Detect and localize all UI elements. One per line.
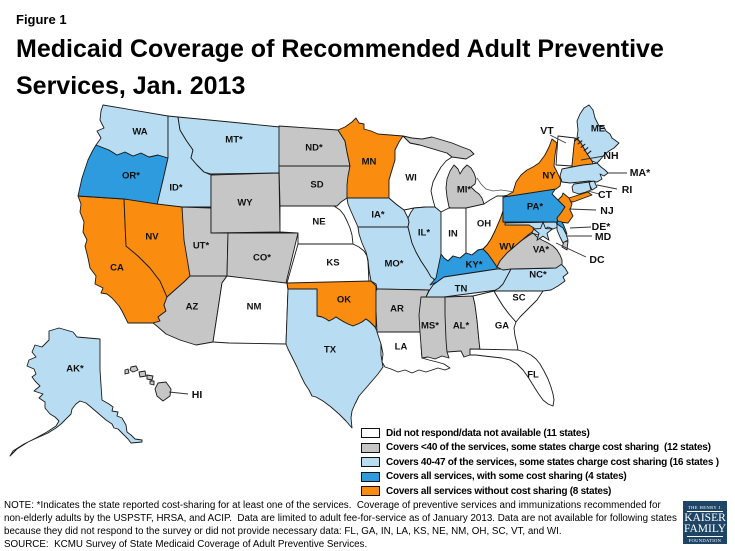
svg-text:NE: NE xyxy=(312,217,325,228)
svg-text:WI: WI xyxy=(405,173,417,184)
svg-text:MD: MD xyxy=(595,231,612,243)
svg-text:FL: FL xyxy=(527,370,539,381)
svg-text:WY: WY xyxy=(237,198,253,209)
svg-text:RI: RI xyxy=(622,184,633,196)
svg-text:DE*: DE* xyxy=(592,221,612,233)
svg-text:NC*: NC* xyxy=(529,270,547,281)
svg-text:MA*: MA* xyxy=(630,167,651,179)
svg-text:AZ: AZ xyxy=(186,302,199,313)
svg-text:IA*: IA* xyxy=(371,210,385,221)
svg-text:AL*: AL* xyxy=(453,321,470,332)
svg-text:LA: LA xyxy=(395,342,408,353)
svg-text:OK: OK xyxy=(337,295,351,306)
svg-text:PA*: PA* xyxy=(527,202,543,213)
svg-text:VT: VT xyxy=(540,125,554,137)
svg-text:AK*: AK* xyxy=(66,364,84,375)
svg-text:AR: AR xyxy=(390,304,404,315)
svg-text:NM: NM xyxy=(247,302,262,313)
svg-text:HI: HI xyxy=(192,389,203,401)
svg-text:WA: WA xyxy=(132,127,147,138)
svg-text:DC: DC xyxy=(589,254,605,266)
svg-text:UT*: UT* xyxy=(193,241,210,252)
svg-text:MT*: MT* xyxy=(225,135,243,146)
svg-text:ND*: ND* xyxy=(305,143,323,154)
svg-text:OR*: OR* xyxy=(122,171,140,182)
svg-text:IN: IN xyxy=(448,229,458,240)
svg-text:KY*: KY* xyxy=(466,260,483,271)
svg-text:OH: OH xyxy=(477,219,491,230)
svg-text:NJ: NJ xyxy=(600,205,614,217)
svg-text:MS*: MS* xyxy=(421,321,439,332)
svg-text:NV: NV xyxy=(145,232,159,243)
svg-text:MO*: MO* xyxy=(385,259,404,270)
svg-text:SC: SC xyxy=(512,293,525,304)
svg-text:TX: TX xyxy=(324,345,337,356)
svg-text:MN: MN xyxy=(362,157,377,168)
svg-text:IL*: IL* xyxy=(418,228,430,239)
svg-text:ME: ME xyxy=(591,124,605,135)
svg-text:VA*: VA* xyxy=(533,245,549,256)
svg-text:NH: NH xyxy=(603,150,618,162)
svg-text:SD: SD xyxy=(310,180,323,191)
svg-text:GA: GA xyxy=(495,321,509,332)
svg-text:NY: NY xyxy=(542,171,556,182)
svg-text:ID*: ID* xyxy=(169,183,183,194)
svg-text:CA: CA xyxy=(110,263,124,274)
svg-text:KS: KS xyxy=(326,258,339,269)
svg-text:CT: CT xyxy=(598,189,613,201)
svg-text:MI*: MI* xyxy=(457,185,472,196)
svg-text:CO*: CO* xyxy=(253,253,271,264)
svg-text:TN: TN xyxy=(455,284,468,295)
svg-text:WV: WV xyxy=(499,242,515,253)
